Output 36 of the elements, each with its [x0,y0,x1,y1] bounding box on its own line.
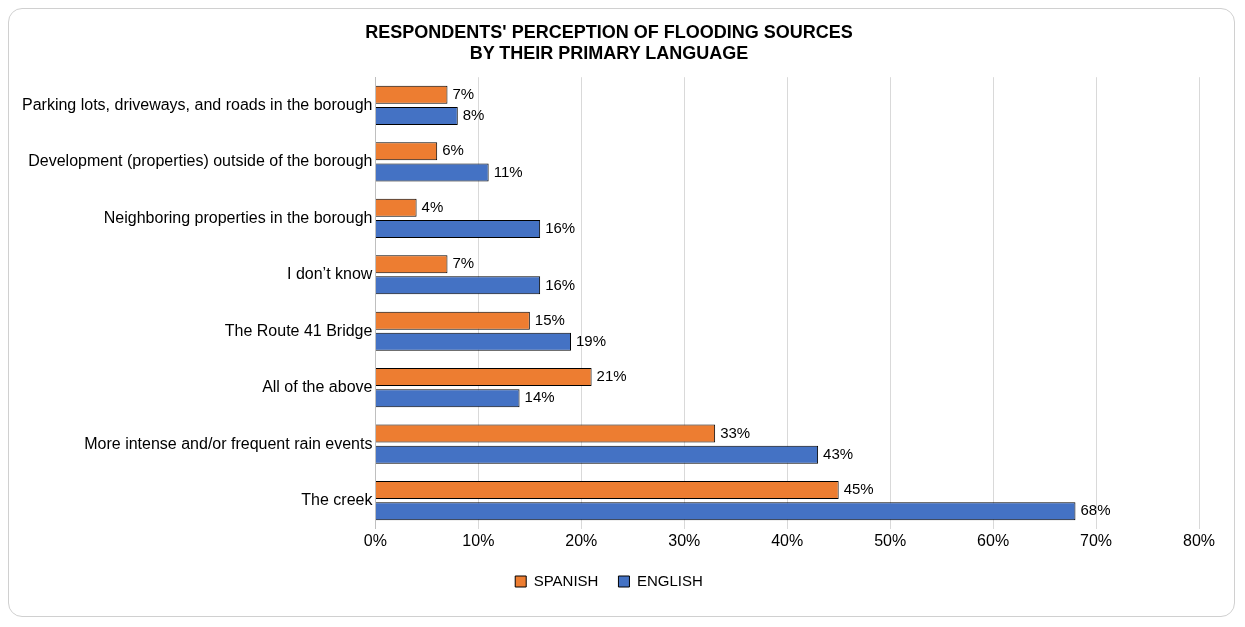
data-label: 11% [493,162,523,180]
data-label: 19% [576,331,607,349]
data-label: 33% [720,423,751,441]
y-tick-label: I don’t know [287,265,373,283]
data-label: 15% [534,310,565,328]
x-tick-label: 30% [668,531,701,549]
x-tick-label: 40% [771,531,804,549]
data-label: 8% [462,106,485,124]
data-label: 16% [545,275,576,293]
data-label: 7% [452,84,475,102]
legend-label: ENGLISH [636,571,703,589]
data-label: 43% [823,444,854,462]
data-label: 16% [545,219,576,237]
legend-label: SPANISH [533,571,599,589]
data-label: 4% [421,197,444,215]
y-tick-label: Development (properties) outside of the borough [28,152,373,170]
data-label: 68% [1080,501,1111,519]
x-tick-label: 0% [363,531,387,549]
data-label: 6% [442,141,464,159]
data-label: 14% [524,388,555,406]
y-tick-label: The creek [301,490,374,508]
data-label: 7% [452,254,475,272]
data-label: 21% [596,367,627,385]
x-tick-label: 10% [462,531,495,549]
data-label: 45% [843,480,874,498]
x-tick-label: 80% [1182,531,1216,549]
x-tick-label: 50% [874,531,907,549]
y-tick-label: The Route 41 Bridge [224,321,373,339]
x-tick-label: 60% [977,531,1010,549]
x-tick-label: 20% [565,531,598,549]
y-tick-label: All of the above [262,378,373,396]
y-tick-label: Parking lots, driveways, and roads in the borough [22,95,373,113]
chart-title: RESPONDENTS' PERCEPTION OF FLOODING SOURCES BY THEIR PRIMARY LANGUAGE [365,21,853,64]
y-tick-label: More intense and/or frequent rain events [84,434,373,452]
y-tick-label: Neighboring properties in the borough [103,208,373,226]
x-tick-label: 70% [1080,531,1113,549]
